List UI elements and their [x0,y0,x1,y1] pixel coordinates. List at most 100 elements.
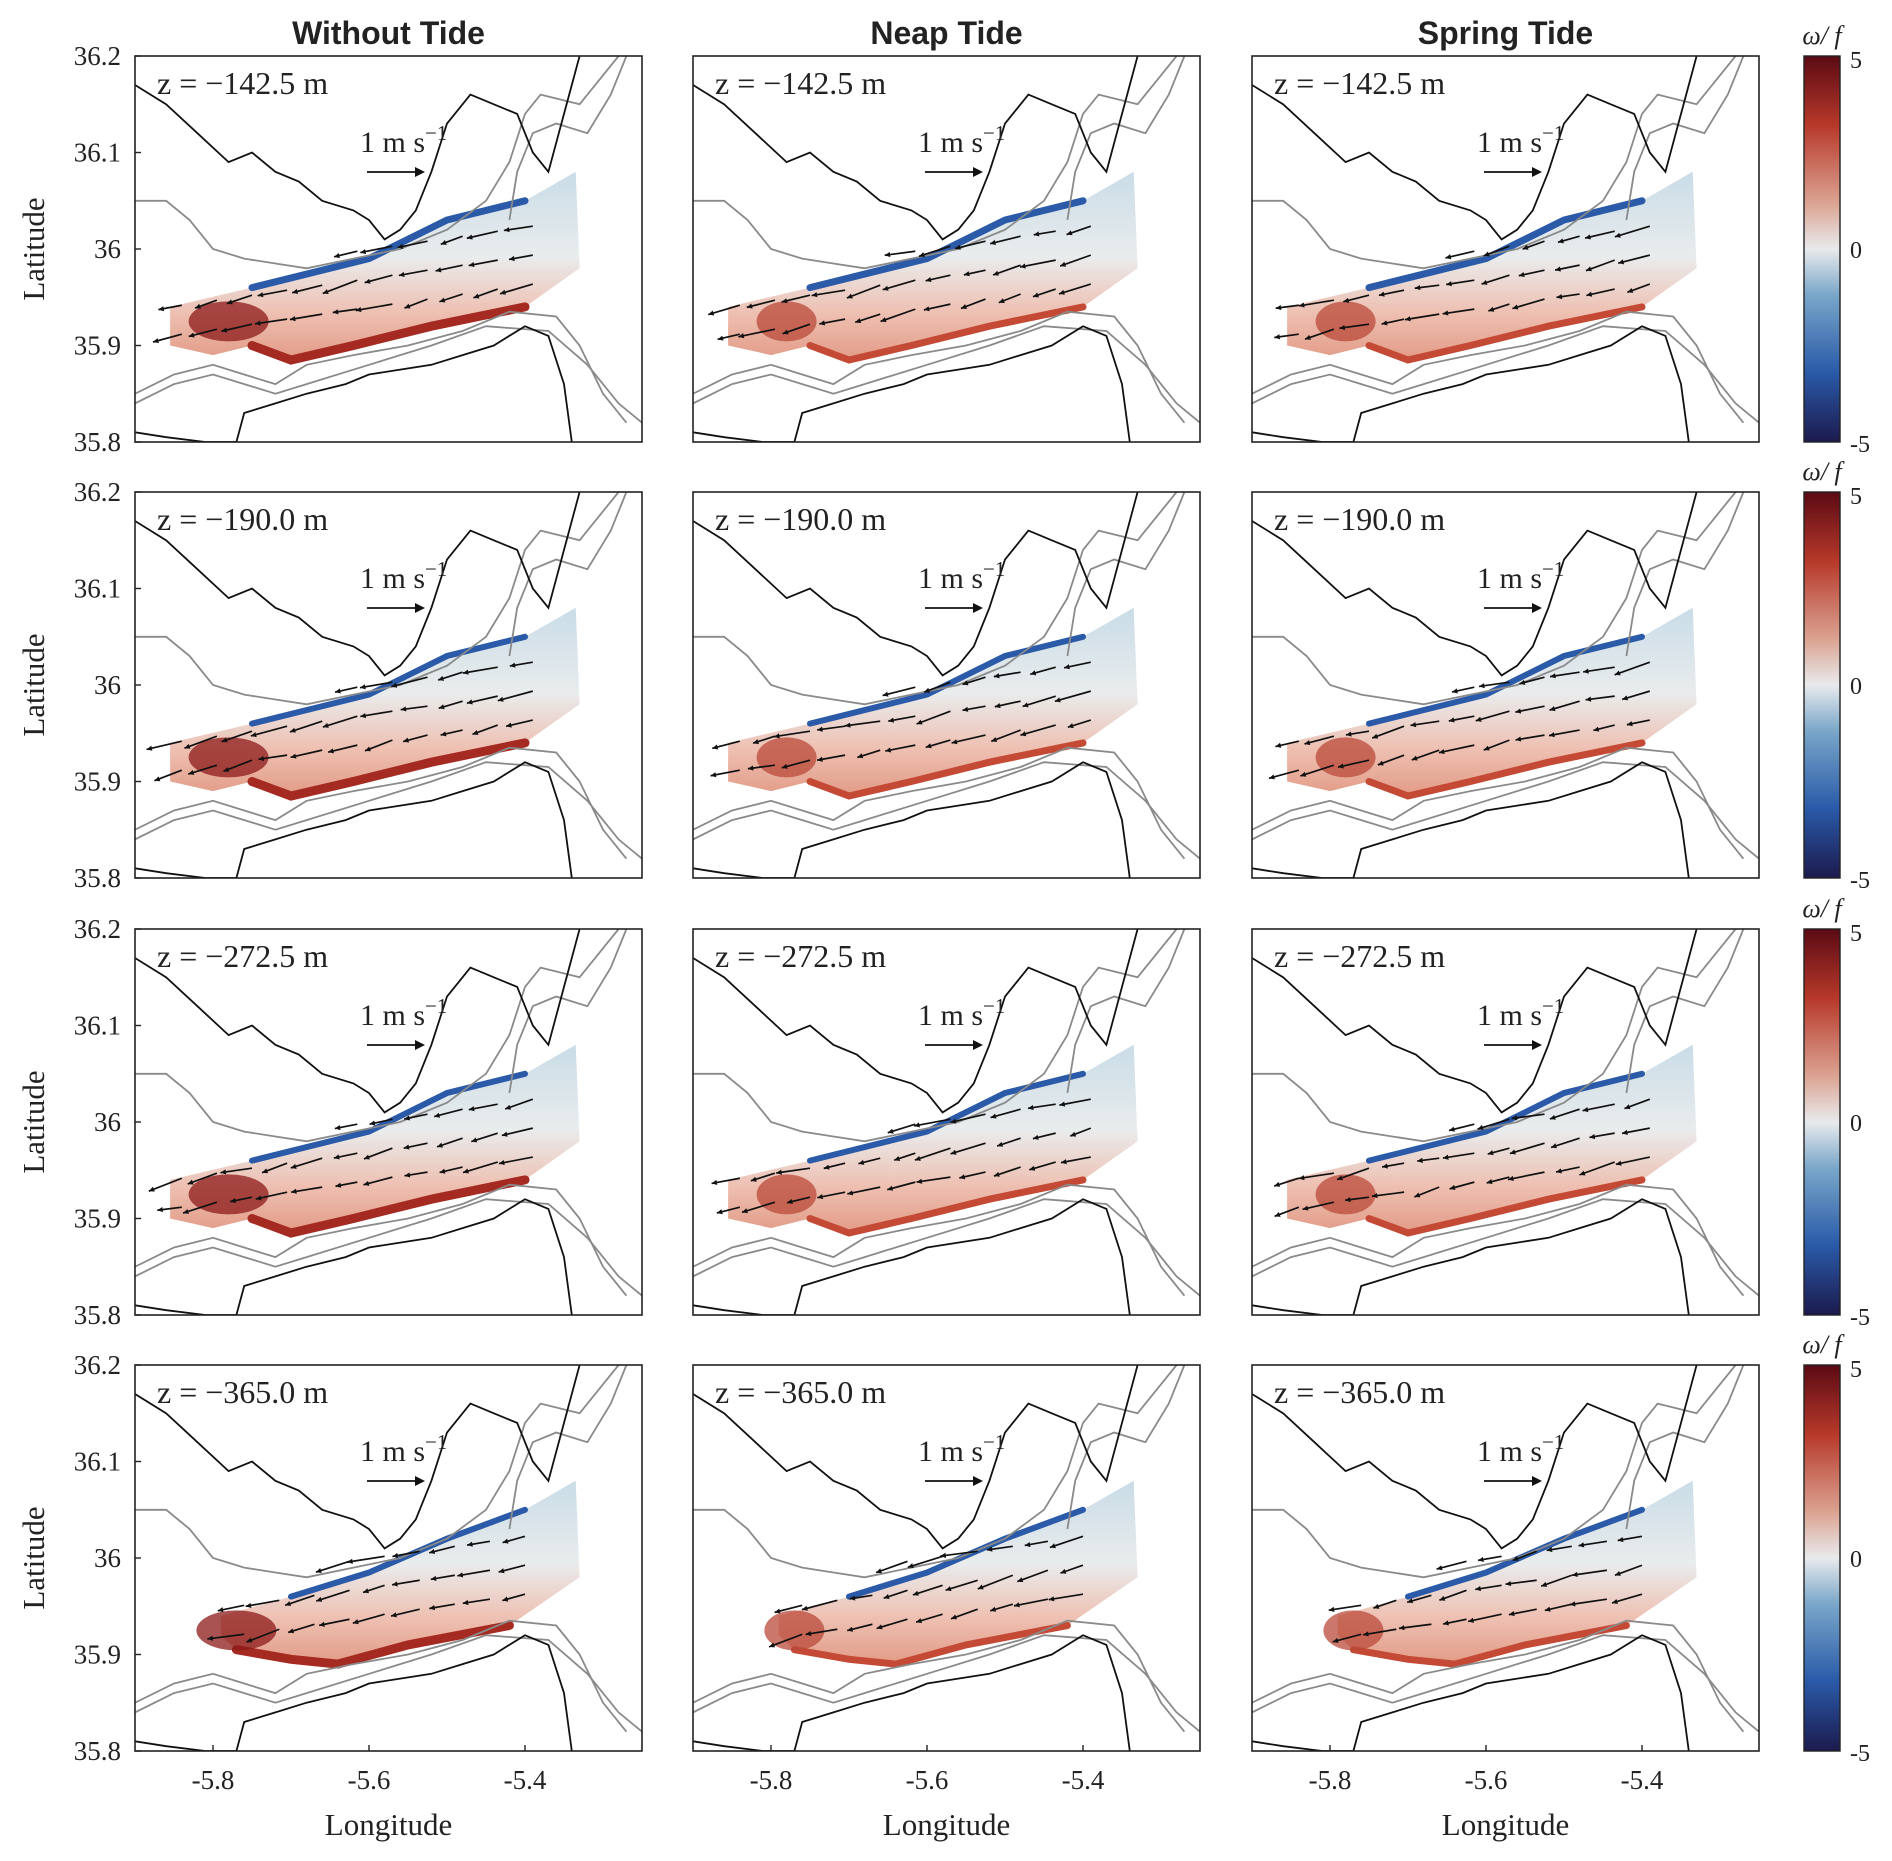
velocity-arrow-head [1382,1163,1388,1169]
velocity-arrow-head [1550,673,1556,679]
velocity-arrow [880,308,916,323]
velocity-arrow-head [811,292,818,298]
velocity-arrow [289,720,323,733]
scale-unit: 1 m s [918,126,983,159]
velocity-arrow-head [918,252,925,258]
scale-arrow-head [415,167,425,177]
negative-vorticity-band [807,633,1086,727]
velocity-arrow [1512,298,1545,310]
velocity-arrow-head [1033,231,1040,237]
scale-arrow-head [973,167,983,177]
velocity-arrow-head [916,1178,923,1184]
sill-vortex [764,1610,825,1651]
negative-vorticity-band [1366,1070,1645,1164]
velocity-arrow [352,1613,385,1624]
velocity-arrow-head [188,332,195,338]
scale-arrow-label: 1 m s−1 [360,557,447,595]
sill-vortex [1323,1610,1384,1651]
isobath-3 [508,492,628,657]
velocity-arrow-head [817,756,823,762]
scale-unit: 1 m s [1477,126,1542,159]
depth-label: z = −272.5 m [157,938,328,974]
scale-arrow-label: 1 m s−1 [918,557,1005,595]
velocity-arrow-head [1585,234,1591,240]
north-coastline [135,492,581,677]
velocity-arrow-head [1302,1205,1309,1211]
velocity-arrow-head [392,1552,399,1559]
column-title-1: Neap Tide [870,15,1022,51]
isobath-2 [135,1198,642,1297]
velocity-arrow-head [1548,732,1555,738]
vorticity-field [1287,1044,1697,1233]
x-tick-label: -5.6 [1465,1765,1508,1795]
velocity-arrow-head [322,289,329,294]
velocity-arrow [207,1633,245,1640]
velocity-arrow-head [1442,310,1449,316]
velocity-arrow-head [1519,679,1526,685]
isobath-0 [1252,929,1737,1143]
sill-vortex [196,1610,277,1651]
velocity-arrow-head [1475,1586,1481,1592]
vorticity-field [1287,171,1697,360]
velocity-arrow-head [1027,1104,1034,1111]
velocity-arrow [1049,1535,1084,1549]
velocity-arrow-head [1479,683,1485,689]
velocity-arrow-head [429,1605,436,1611]
velocity-arrow-head [509,662,516,668]
velocity-arrow [1571,1569,1608,1577]
velocity-arrow-head [285,1601,292,1607]
depth-label: z = −142.5 m [157,65,328,101]
velocity-arrow-head [916,1618,922,1624]
velocity-arrow-head [1032,292,1039,298]
velocity-arrow-head [347,1558,353,1564]
colorbar-label: ω/ f [1802,21,1845,50]
velocity-arrow-head [467,1541,473,1547]
velocity-arrow-head [1515,708,1522,714]
velocity-arrow-head [1371,1192,1378,1199]
velocity-arrow [768,1633,803,1648]
velocity-arrow [391,676,428,688]
velocity-arrow [914,1147,951,1161]
velocity-arrow-head [403,1144,410,1150]
north-coastline [693,492,1139,677]
velocity-arrow [1467,1613,1502,1623]
velocity-arrow [916,1176,951,1183]
scale-arrow-head [973,1040,983,1050]
velocity-arrow-head [1468,1617,1474,1623]
velocity-arrow-head [1549,706,1556,712]
velocity-arrow-head [360,713,367,719]
scale-unit: 1 m s [360,126,425,159]
velocity-arrow-head [435,267,442,273]
velocity-arrow-head [887,1128,894,1134]
velocity-arrow-head [1579,1170,1586,1176]
velocity-arrow-head [1373,1603,1380,1609]
positive-vorticity-band [806,739,1087,800]
velocity-arrow-head [914,1155,921,1161]
velocity-arrow-head [787,1198,793,1205]
velocity-arrow-head [819,320,826,326]
velocity-arrow [250,725,288,737]
velocity-arrow-head [1478,1556,1484,1563]
velocity-arrow [741,1201,776,1214]
velocity-arrow-head [1487,1150,1494,1156]
panel-frame [692,928,1201,1316]
velocity-arrow-head [1586,291,1593,297]
isobath-1 [1252,310,1745,424]
velocity-arrow-head [753,739,759,745]
velocity-arrow [811,289,846,297]
scale-unit: 1 m s [360,1435,425,1468]
x-axis-label: Longitude [883,1807,1010,1842]
velocity-arrow-head [1486,1179,1493,1185]
velocity-arrow-head [991,736,998,742]
panel-r0-c1: z = −142.5 m 1 m s−1 [692,55,1201,443]
velocity-arrow [290,749,323,759]
vorticity-field [1337,1480,1697,1665]
velocity-arrow [457,1569,491,1577]
velocity-arrow-head [857,753,864,759]
velocity-arrow-head [998,298,1005,304]
velocity-arrow [254,318,288,325]
velocity-arrow-head [319,1621,325,1627]
velocity-arrow-head [962,680,969,686]
velocity-arrow [290,1157,323,1169]
vorticity-field [220,1480,580,1665]
